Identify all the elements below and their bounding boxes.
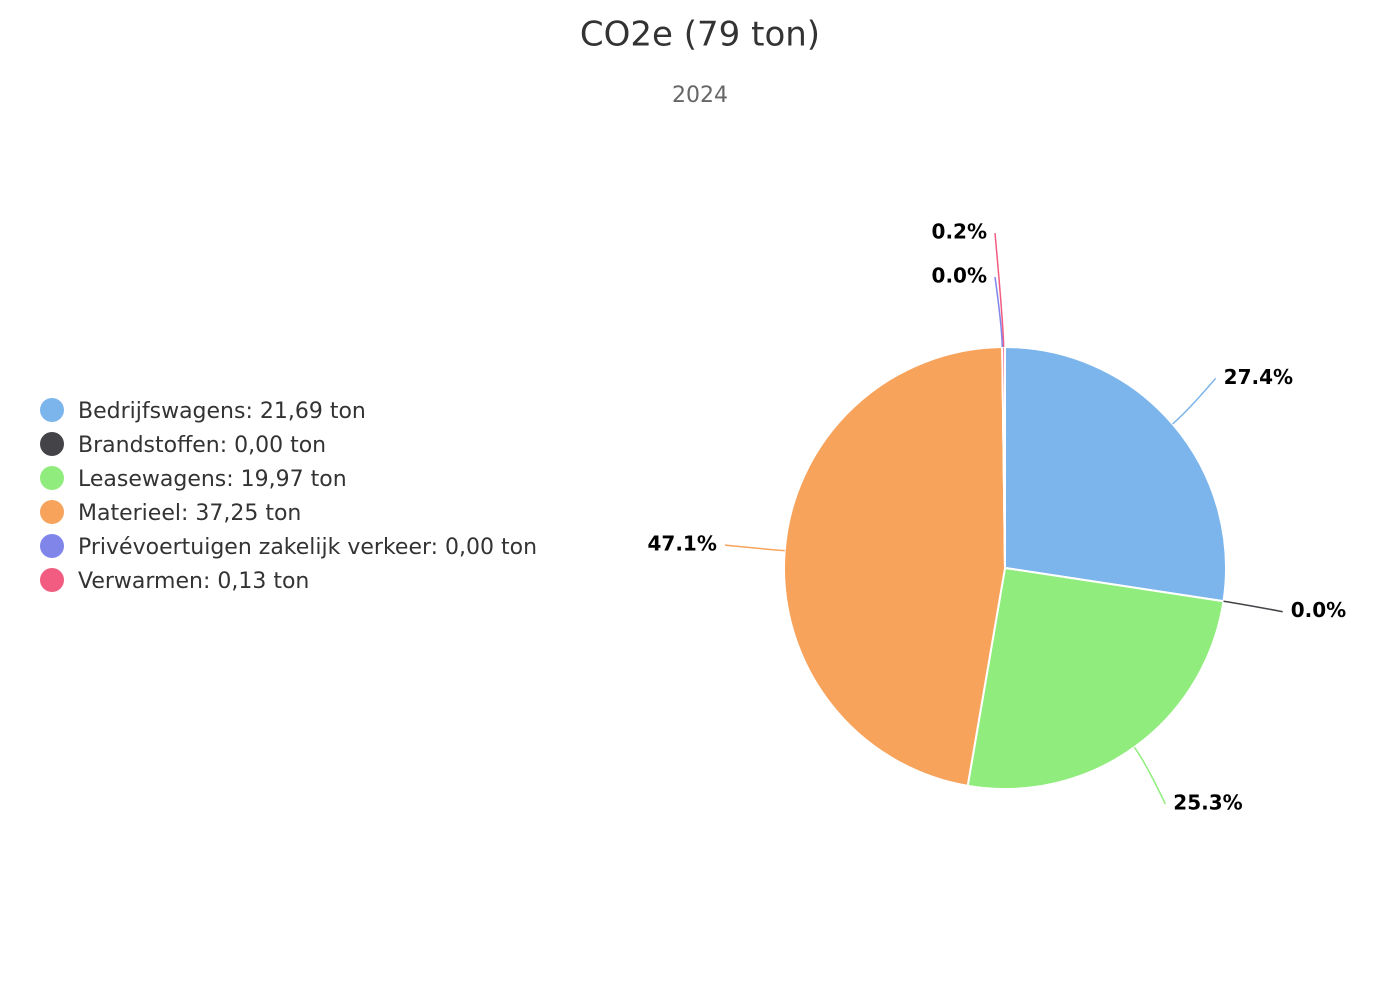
chart-title: CO2e (79 ton) bbox=[580, 15, 820, 55]
legend-text: Brandstoffen: 0,00 ton bbox=[78, 433, 326, 458]
pie-slice bbox=[1004, 345, 1227, 603]
connector bbox=[1172, 377, 1217, 425]
legend-text: Materieel: 37,25 ton bbox=[78, 501, 301, 526]
legend-marker bbox=[40, 466, 64, 490]
legend-text: Verwarmen: 0,13 ton bbox=[78, 569, 309, 594]
data-label: 47.1% bbox=[648, 532, 717, 556]
data-label: 0.0% bbox=[1291, 598, 1346, 622]
chart-subtitle: 2024 bbox=[672, 83, 728, 108]
legend-text: Bedrijfswagens: 21,69 ton bbox=[78, 399, 366, 424]
pie-slice bbox=[783, 346, 1007, 787]
connector bbox=[724, 544, 785, 552]
legend-text: Privévoertuigen zakelijk verkeer: 0,00 t… bbox=[78, 535, 537, 560]
legend-marker bbox=[40, 534, 64, 558]
connector bbox=[994, 232, 1005, 348]
legend-marker bbox=[40, 398, 64, 422]
data-label: 27.4% bbox=[1224, 365, 1293, 389]
data-label: 25.3% bbox=[1173, 790, 1242, 814]
data-label: 0.0% bbox=[932, 264, 987, 288]
data-label: 0.2% bbox=[932, 220, 987, 244]
legend-marker bbox=[40, 432, 64, 456]
legend-marker bbox=[40, 500, 64, 524]
connector bbox=[1223, 600, 1283, 613]
pie-slice bbox=[966, 566, 1225, 790]
legend-text: Leasewagens: 19,97 ton bbox=[78, 467, 347, 492]
connector bbox=[1133, 746, 1166, 805]
legend-marker bbox=[40, 568, 64, 592]
connector bbox=[994, 276, 1003, 348]
